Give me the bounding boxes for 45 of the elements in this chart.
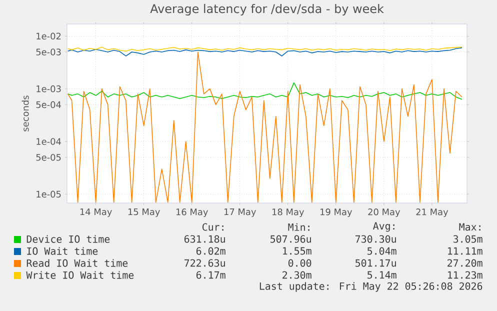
x-tick-label: 21 May bbox=[416, 208, 448, 218]
text: 3.05m bbox=[453, 235, 482, 243]
y-tick-label: 1e-04 bbox=[36, 138, 61, 145]
y-tick-label: 5e-05 bbox=[36, 154, 61, 161]
text: Cur: bbox=[202, 223, 224, 231]
y-tick-label: 1e-03 bbox=[36, 85, 61, 92]
x-tick-label: 14 May bbox=[80, 208, 112, 217]
text: 27.20m bbox=[448, 259, 482, 267]
text: Avg: bbox=[373, 222, 394, 232]
line-series bbox=[67, 82, 462, 100]
text: 1.55m bbox=[283, 247, 312, 255]
text: Max: bbox=[459, 223, 480, 231]
line-series bbox=[67, 47, 462, 56]
x-tick-label: 16 May bbox=[176, 208, 208, 218]
x-tick-label: 15 May bbox=[128, 208, 160, 217]
text: 6.02m bbox=[196, 247, 226, 255]
x-tick-label: 20 May bbox=[368, 208, 400, 218]
text: 5.04m bbox=[368, 247, 396, 255]
legend-label: IO Wait time bbox=[27, 247, 98, 255]
text: 631.18u bbox=[184, 235, 225, 243]
y-axis-title: seconds bbox=[22, 96, 29, 132]
x-tick-label: 19 May bbox=[320, 208, 352, 218]
text: 2.30m bbox=[282, 271, 312, 279]
y-tick-label: 5e-03 bbox=[36, 48, 61, 56]
legend-label: Write IO Wait time bbox=[26, 271, 134, 279]
text: 6.17m bbox=[196, 271, 226, 279]
legend-label: Device IO time bbox=[26, 235, 110, 243]
text: 722.63u bbox=[184, 259, 225, 267]
text: 507.96u bbox=[270, 235, 311, 243]
text: Last update: Fri May 22 05:26:08 2026 bbox=[260, 282, 482, 292]
text: 5.14m bbox=[368, 271, 396, 279]
line-series bbox=[67, 52, 462, 203]
text: 501.17u bbox=[356, 259, 396, 267]
legend-label: Read IO Wait time bbox=[26, 259, 128, 267]
y-tick-label: 5e-04 bbox=[36, 101, 61, 108]
text: 0.00 bbox=[288, 259, 312, 267]
x-tick-label: 17 May bbox=[224, 208, 256, 217]
text: 11.11m bbox=[448, 247, 482, 255]
x-tick-label: 18 May bbox=[272, 208, 304, 218]
y-tick-label: 1e-05 bbox=[36, 190, 61, 198]
text: 730.30u bbox=[355, 235, 396, 243]
text: Min: bbox=[288, 223, 310, 231]
chart-title: Average latency for /dev/sda - by week bbox=[150, 4, 384, 16]
text: 11.23m bbox=[448, 271, 482, 279]
y-tick-label: 1e-02 bbox=[36, 32, 61, 40]
